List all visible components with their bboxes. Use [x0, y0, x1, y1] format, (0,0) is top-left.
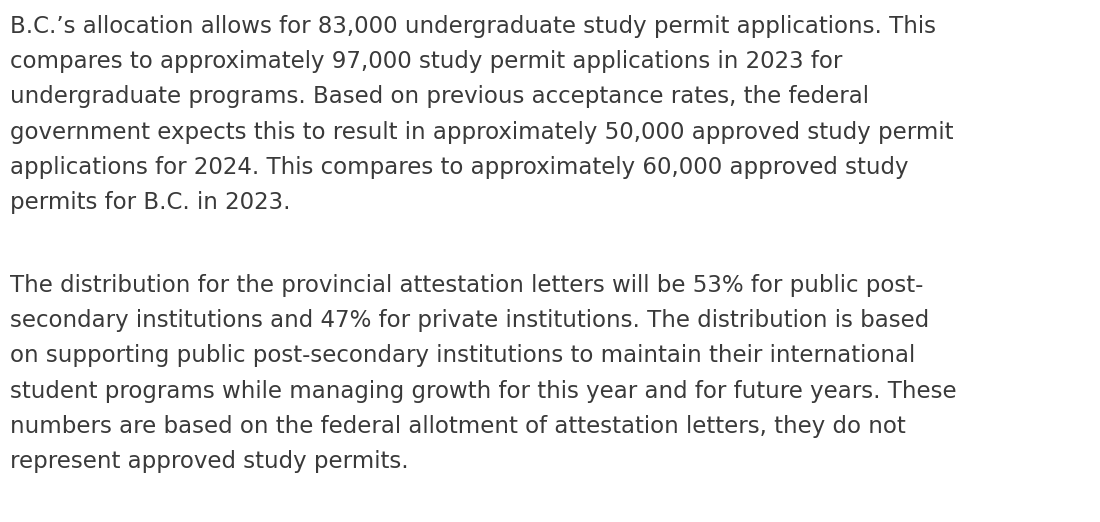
Text: The distribution for the provincial attestation letters will be 53% for public p: The distribution for the provincial atte…: [10, 274, 957, 473]
Text: B.C.’s allocation allows for 83,000 undergraduate study permit applications. Thi: B.C.’s allocation allows for 83,000 unde…: [10, 15, 954, 214]
